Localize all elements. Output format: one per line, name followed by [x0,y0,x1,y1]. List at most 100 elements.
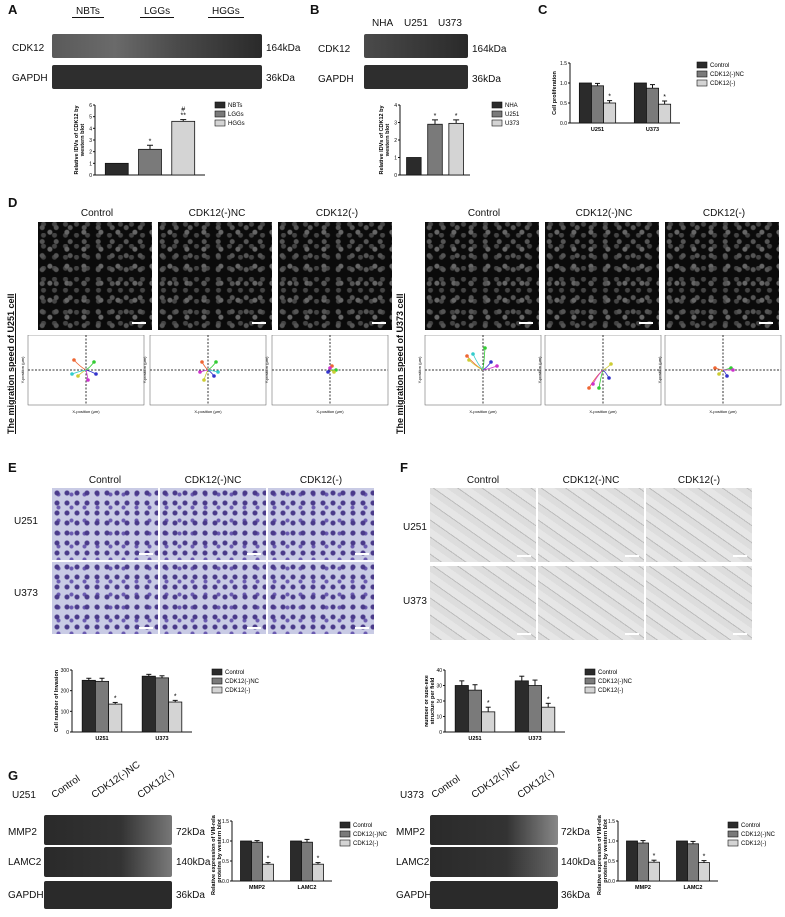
column-header: CDK12(-)NC [562,475,620,486]
group-label: NHA [372,18,394,29]
track-endpoint [198,370,202,374]
track-endpoint [731,368,735,372]
y-axis-label: Y-position (μm) [537,356,542,384]
blot-row-label: LAMC2 [8,857,42,868]
panel-label-d: D [8,195,18,210]
x-tick-label: U373 [528,736,541,742]
column-header: Control [88,475,122,486]
bar [427,123,443,176]
y-axis-label: Y-position (μm) [657,356,662,384]
track-endpoint [94,372,98,376]
track-endpoint [202,378,206,382]
bar [646,87,659,124]
legend-label: Control [710,63,729,69]
kda-label: 164kDa [266,43,301,54]
significance-mark: * [267,856,270,863]
panel-f-headers: Control CDK12(-)NC CDK12(-) [430,475,752,487]
significance-mark: * [703,854,706,861]
x-axis-label: X-position (μm) [589,409,617,414]
bar [262,863,274,882]
bar [633,82,647,124]
legend-label: CDK12(-) [225,688,250,694]
x-tick-label: U251 [468,736,481,742]
significance-mark: # [181,107,185,114]
invasion-image [268,488,374,560]
bar [468,689,483,733]
bar [155,677,170,733]
legend-label: CDK12(-) [741,841,766,847]
scale-bar [625,555,639,557]
track-endpoint [214,360,218,364]
legend-swatch [211,686,223,694]
y-tick-label: 1.0 [222,839,229,845]
bar [406,157,422,176]
panel-label-b: B [310,2,320,17]
group-label: HGGs [208,6,244,18]
panel-e-headers: Control CDK12(-)NC CDK12(-) [52,475,374,487]
blot-row-label: GAPDH [318,74,354,85]
legend-label: CDK12(-) [353,841,378,847]
bar [626,840,638,882]
y-axis-label: Relative expression of VM-relatedprotein… [597,815,609,895]
track-endpoint [483,346,487,350]
significance-mark: * [317,856,320,863]
y-tick-label: 1.0 [608,839,615,845]
column-header: CDK12(-) [315,208,359,219]
bar [578,82,592,124]
blot-row-label: LAMC2 [396,857,430,868]
bar [448,122,464,176]
migration-track [71,369,87,375]
bar [454,685,469,733]
column-header: Control [80,208,114,219]
kda-label: 36kDa [561,890,590,901]
panel-d-left-headers: Control CDK12(-)NC CDK12(-) [38,208,394,220]
significance-mark: * [608,94,611,101]
y-tick-label: 1.5 [608,819,615,825]
y-tick-label: 0 [439,730,442,736]
x-tick-label: LAMC2 [298,885,317,891]
blot-row-label: CDK12 [318,44,351,55]
migration-image [158,222,272,330]
western-blot-band [52,65,262,89]
western-blot-band [430,815,558,845]
legend-label: Control [598,670,617,676]
column-header: CDK12(-) [677,475,721,486]
y-tick-label: 300 [61,668,70,674]
kda-label: 72kDa [561,827,590,838]
track-endpoint [86,378,90,382]
bar [698,862,710,882]
scale-bar [139,553,153,555]
panel-label-c: C [538,2,548,17]
track-endpoint [467,358,471,362]
migration-track [482,347,486,371]
legend-swatch [727,830,739,838]
x-axis-label: X-position (μm) [469,409,497,414]
y-tick-label: 0.0 [560,121,567,127]
y-tick-label: 1 [394,156,397,162]
y-tick-label: 4 [394,103,397,109]
tube-formation-image [538,566,644,640]
track-endpoint [713,366,717,370]
scale-bar [247,627,261,629]
y-tick-label: 30 [436,684,442,690]
row-label: U373 [14,588,38,599]
track-endpoint [70,372,74,376]
track-endpoint [328,366,332,370]
bar [138,148,162,176]
western-blot-band [364,34,468,58]
cell-line-label: U251 [12,790,36,801]
legend-swatch [339,830,351,838]
row-label: U373 [403,596,427,607]
legend-swatch [696,70,708,78]
significance-mark: ** [181,113,187,120]
column-header: CDK12(-)NC [188,208,246,219]
scale-bar [132,322,146,324]
y-tick-label: 4 [89,126,92,132]
scale-bar [759,322,773,324]
legend-label: CDK12(-)NC [741,832,776,838]
y-tick-label: 3 [89,138,92,144]
scale-bar [733,555,747,557]
bar [603,102,617,124]
y-tick-label: 20 [436,699,442,705]
y-tick-label: 6 [89,103,92,109]
